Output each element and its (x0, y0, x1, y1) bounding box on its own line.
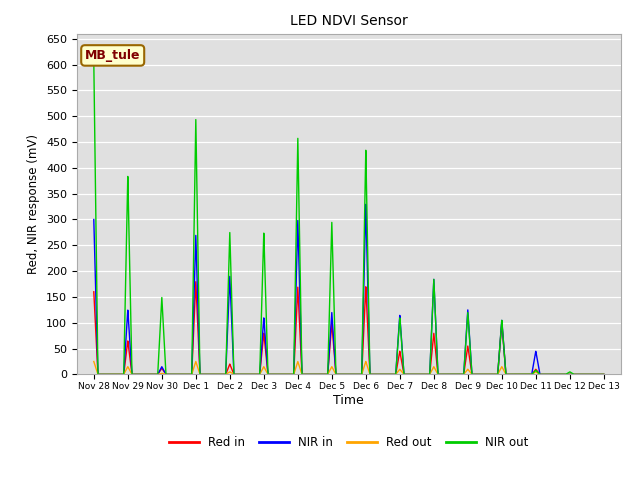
NIR out (414, 372, 422, 377)
NIR in (94, 372, 102, 377)
Red out (94, 372, 102, 377)
Red in (468, 372, 476, 377)
NIR in (495, 351, 503, 357)
Red out (275, 372, 282, 377)
NIR in (600, 372, 607, 377)
Line: Red in: Red in (94, 282, 604, 374)
Legend: Red in, NIR in, Red out, NIR out: Red in, NIR in, Red out, NIR out (164, 432, 533, 454)
Red out (414, 372, 422, 377)
Red in (90, 289, 98, 295)
Line: NIR in: NIR in (94, 204, 604, 374)
Red in (600, 372, 607, 377)
NIR out (495, 352, 503, 358)
NIR out (468, 372, 476, 377)
Line: Red out: Red out (94, 361, 604, 374)
Line: NIR out: NIR out (94, 62, 604, 374)
Red in (192, 279, 200, 285)
NIR in (116, 372, 124, 377)
NIR in (414, 372, 422, 377)
NIR out (90, 59, 98, 65)
Red in (94, 372, 102, 377)
NIR out (600, 372, 607, 377)
NIR in (275, 372, 282, 377)
NIR out (94, 372, 102, 377)
Text: MB_tule: MB_tule (85, 49, 140, 62)
NIR in (362, 202, 370, 207)
Red out (600, 372, 607, 377)
Red out (468, 372, 476, 377)
Title: LED NDVI Sensor: LED NDVI Sensor (290, 14, 408, 28)
Red in (116, 372, 124, 377)
NIR in (392, 372, 399, 377)
NIR out (116, 372, 124, 377)
NIR in (468, 372, 476, 377)
Red out (116, 372, 124, 377)
X-axis label: Time: Time (333, 394, 364, 407)
NIR out (392, 372, 399, 377)
NIR out (275, 372, 282, 377)
Red out (495, 369, 503, 374)
Red out (392, 372, 399, 377)
Red in (495, 352, 503, 358)
Red in (392, 372, 399, 377)
Red out (90, 359, 98, 364)
Red in (275, 372, 282, 377)
Red in (414, 372, 422, 377)
NIR in (90, 216, 98, 222)
Y-axis label: Red, NIR response (mV): Red, NIR response (mV) (28, 134, 40, 274)
